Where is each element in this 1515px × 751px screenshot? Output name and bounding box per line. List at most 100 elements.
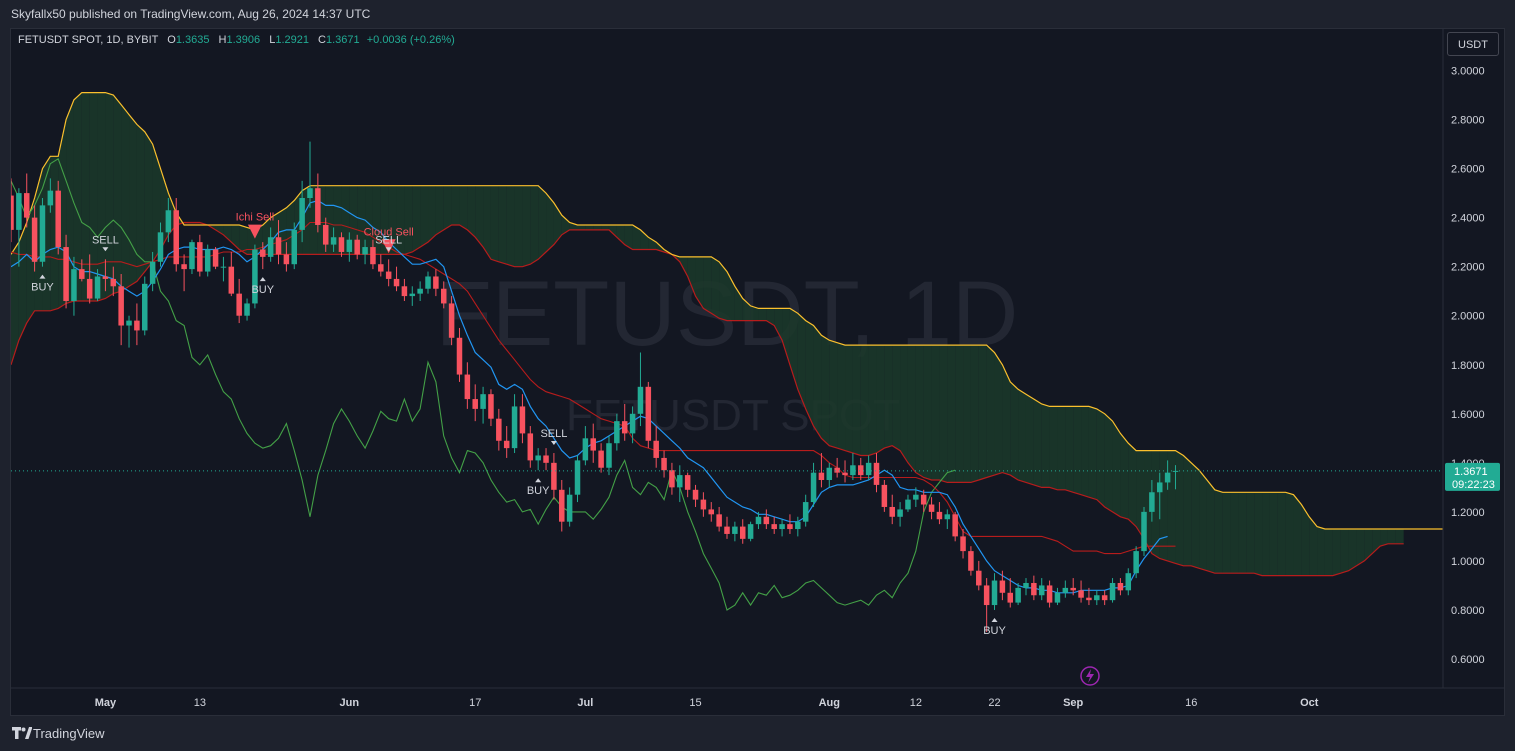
cloud-segment: [1387, 529, 1396, 544]
legend-high: 1.3906: [226, 34, 261, 46]
candle-body: [669, 470, 675, 488]
cloud-segment: [483, 185, 491, 260]
chikou-line: [11, 157, 956, 611]
cloud-segment: [1159, 450, 1168, 561]
tradingview-logo-icon: [12, 727, 32, 739]
y-tick-label: 0.6000: [1451, 654, 1485, 666]
candle-body: [1038, 585, 1045, 596]
y-tick-label: 2.6000: [1451, 164, 1485, 176]
cloud-segment: [1317, 526, 1325, 576]
lightning-bolt: [1086, 669, 1094, 683]
candle-body: [574, 460, 581, 495]
cloud-segment: [876, 345, 885, 454]
candle-body: [204, 249, 211, 272]
cloud-segment: [73, 92, 82, 301]
candle-body: [559, 489, 565, 522]
y-tick-label: 2.8000: [1451, 115, 1485, 127]
candle-body: [873, 462, 880, 485]
cloud-segment: [900, 345, 908, 463]
cloud-segment: [81, 92, 90, 301]
candle-body: [810, 472, 817, 503]
cloud-segment: [372, 185, 381, 255]
cloud-segment: [144, 131, 153, 272]
price-tag-countdown: 09:22:23: [1452, 479, 1495, 491]
cloud-segment: [396, 185, 405, 255]
candle-body: [39, 205, 46, 262]
cloud-segment: [1128, 443, 1137, 527]
cloud-segment: [1199, 470, 1207, 571]
currency-button[interactable]: USDT: [1447, 32, 1499, 56]
x-tick-label: Oct: [1300, 697, 1319, 709]
candle-body: [1031, 582, 1037, 596]
candle-body: [228, 266, 235, 294]
candle-body: [275, 237, 282, 255]
publish-header: Skyfallx50 published on TradingView.com,…: [0, 0, 1515, 28]
cloud-segment: [963, 345, 971, 483]
cloud-segment: [506, 185, 515, 267]
cloud-segment: [616, 224, 625, 245]
candle-body: [621, 421, 628, 434]
cloud-segment: [1309, 516, 1318, 576]
cloud-segment: [34, 168, 43, 311]
cloud-segment: [365, 185, 373, 255]
candle-body: [755, 516, 762, 525]
candle-body: [23, 193, 30, 218]
candle-body: [409, 293, 416, 297]
cloud-segment: [978, 345, 987, 480]
candle-body: [362, 247, 368, 255]
candle-body: [684, 475, 691, 490]
candle-body: [134, 320, 140, 331]
cloud-segment: [1395, 529, 1404, 544]
candle-body: [826, 467, 833, 480]
candle-body: [677, 475, 683, 488]
y-tick-label: 2.4000: [1451, 213, 1485, 225]
x-tick-label: Jun: [340, 697, 360, 709]
candle-body: [952, 514, 958, 537]
candle-body: [842, 472, 848, 476]
cloud-segment: [1104, 413, 1113, 512]
cloud-segment: [514, 185, 523, 267]
y-tick-label: 0.8000: [1451, 605, 1485, 617]
cloud-segment: [750, 305, 759, 321]
signal-ichi-sell-label: Ichi Sell: [236, 212, 275, 224]
candle-body: [991, 580, 998, 606]
price-tag-box: [1445, 462, 1500, 491]
candle-body: [566, 494, 573, 522]
cloud-segment: [89, 92, 98, 301]
candle-body: [1156, 482, 1163, 493]
cloud-segment: [1285, 492, 1294, 576]
candle-body: [913, 494, 919, 500]
candle-body: [653, 440, 659, 458]
y-tick-label: 1.8000: [1451, 360, 1485, 372]
candle-body: [79, 269, 85, 279]
cloud-segment: [1112, 421, 1121, 517]
candle-body: [928, 504, 935, 512]
candle-body: [614, 421, 620, 444]
candle-body: [850, 465, 856, 476]
cloud-segment: [852, 345, 861, 456]
cloud-segment: [608, 224, 617, 238]
cloud-segment: [687, 256, 696, 297]
candle-body: [1078, 590, 1084, 598]
senkou-b-line: [11, 221, 1404, 577]
candle-body: [385, 271, 392, 279]
candle-body: [110, 278, 117, 287]
candle-body: [527, 433, 534, 461]
candle-body: [244, 303, 250, 316]
candle-body: [1046, 585, 1053, 603]
candle-body: [708, 509, 715, 515]
candle-body: [732, 526, 738, 534]
candle-body: [1109, 582, 1116, 601]
candle-body: [496, 418, 502, 441]
candle-body: [511, 406, 518, 449]
cloud-segment: [1332, 529, 1341, 576]
cloud-segment: [451, 185, 460, 225]
cloud-segment: [821, 335, 830, 446]
cloud-segment: [931, 345, 940, 480]
candle-body: [63, 247, 69, 301]
cloud-segment: [939, 345, 948, 483]
cloud-segment: [907, 345, 916, 473]
sell-flag-icon: [381, 239, 396, 254]
legend-close: 1.3671: [326, 34, 360, 46]
